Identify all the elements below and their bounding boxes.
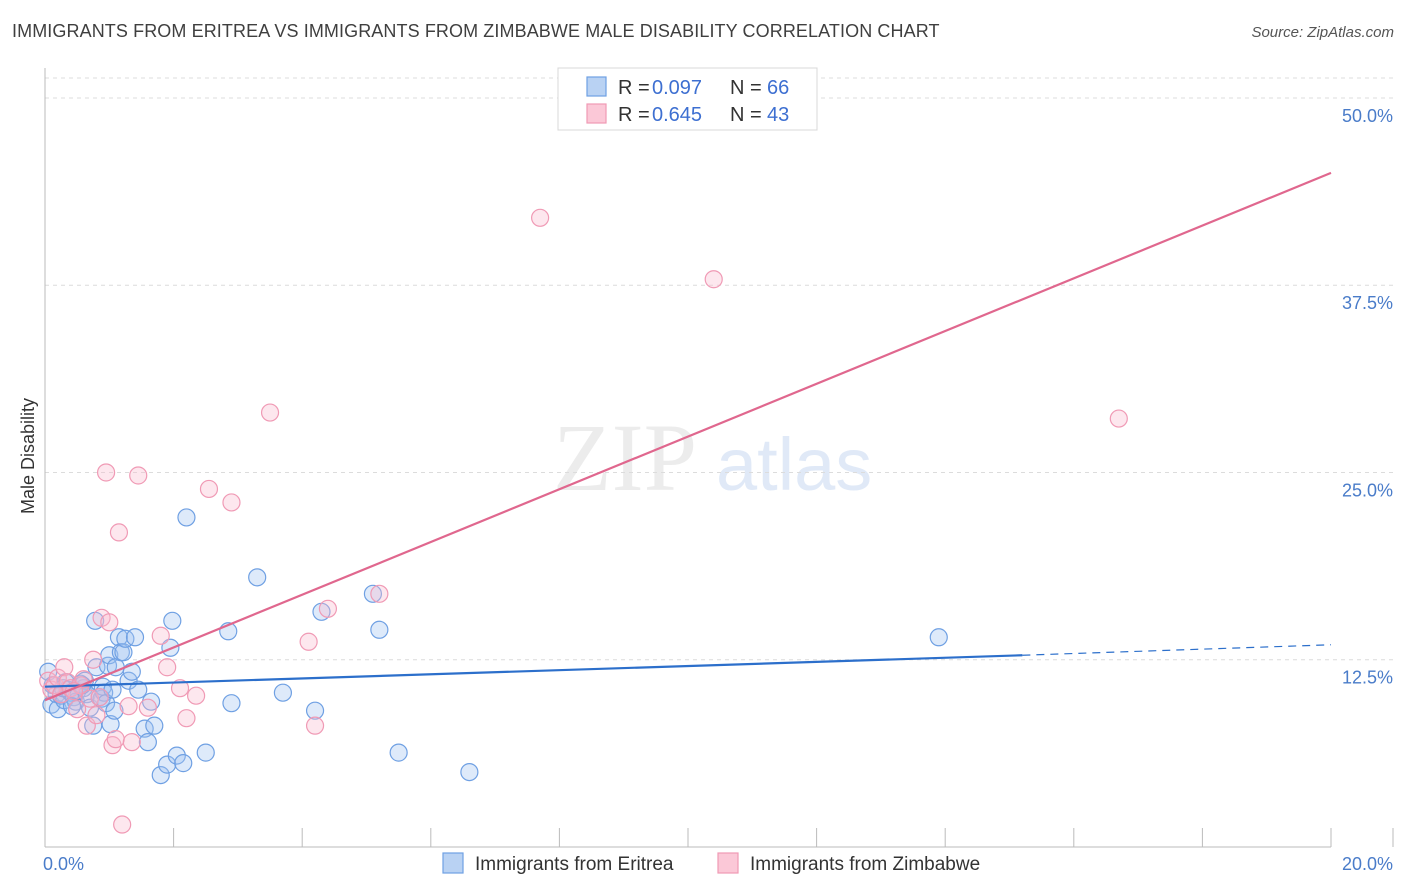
y-tick-label: 50.0% — [1342, 106, 1393, 126]
data-point — [187, 686, 206, 705]
data-point — [704, 270, 723, 289]
data-point — [68, 700, 87, 719]
data-point — [116, 629, 135, 648]
data-point — [370, 620, 389, 639]
x-tick-label: 20.0% — [1342, 854, 1393, 874]
bottom-legend-swatch-eritrea — [442, 852, 464, 874]
y-tick-label: 12.5% — [1342, 668, 1393, 688]
legend-r-value-zimbabwe: 0.645 — [652, 104, 702, 126]
data-point — [129, 466, 148, 485]
legend-swatch-zimbabwe — [586, 103, 607, 124]
data-point — [129, 680, 148, 699]
data-point — [167, 746, 186, 765]
data-point — [48, 700, 67, 719]
bottom-legend-label-eritrea: Immigrants from Eritrea — [475, 854, 674, 875]
data-point — [305, 716, 325, 735]
data-point — [318, 599, 338, 618]
data-point — [929, 628, 948, 647]
data-point — [100, 613, 119, 632]
series-zimbabwe — [39, 208, 1128, 834]
data-point — [87, 706, 106, 725]
trend-line-extension-0 — [1022, 644, 1332, 656]
data-point — [109, 523, 129, 542]
data-point — [151, 765, 170, 785]
data-point — [305, 701, 325, 720]
grid-lines — [45, 77, 1393, 661]
data-point — [1109, 409, 1128, 428]
data-point — [113, 815, 132, 834]
x-tick-label: 0.0% — [43, 854, 84, 874]
trend-line-0 — [44, 654, 1023, 688]
data-point — [248, 568, 267, 587]
legend-r-value-eritrea: 0.097 — [652, 77, 702, 99]
legend-r-label-eritrea: R = — [618, 77, 650, 99]
data-point — [174, 754, 193, 773]
data-point — [55, 658, 74, 677]
data-point — [273, 683, 293, 702]
data-point — [363, 584, 383, 603]
data-point — [177, 709, 196, 728]
data-point — [109, 628, 129, 647]
chart-title: IMMIGRANTS FROM ERITREA VS IMMIGRANTS FR… — [12, 21, 940, 41]
trend-line-1 — [44, 171, 1332, 702]
watermark-zip: ZIP — [553, 404, 697, 511]
data-point — [84, 650, 103, 669]
stats-legend: R = 0.097 N = 66 R = 0.645 N = 43 — [557, 67, 818, 131]
legend-n-label-zimbabwe: N = — [730, 104, 762, 126]
data-point — [145, 716, 164, 735]
data-point — [222, 694, 241, 713]
watermark-atlas: atlas — [716, 423, 872, 506]
data-point — [138, 698, 157, 717]
data-point — [106, 730, 125, 749]
trend-lines — [44, 171, 1332, 702]
data-point — [151, 626, 170, 645]
data-point — [114, 643, 133, 662]
data-point — [199, 479, 219, 499]
legend-swatch-eritrea — [586, 76, 607, 97]
data-point — [222, 493, 241, 512]
data-point — [163, 611, 182, 630]
data-point — [96, 463, 116, 482]
data-point — [299, 632, 318, 651]
bottom-legend-swatch-zimbabwe — [717, 852, 739, 874]
watermark: ZIP atlas — [553, 404, 872, 511]
data-point — [138, 733, 157, 752]
data-point — [105, 701, 124, 720]
legend-r-label-zimbabwe: R = — [618, 104, 650, 126]
x-tick-labels: 0.0% 20.0% — [43, 854, 1393, 874]
legend-n-label-eritrea: N = — [730, 77, 762, 99]
data-point — [158, 658, 177, 677]
data-point — [531, 208, 550, 227]
data-point — [80, 689, 100, 708]
data-point — [260, 403, 280, 422]
y-tick-label: 37.5% — [1342, 293, 1393, 313]
legend-n-value-zimbabwe: 43 — [767, 104, 789, 126]
data-point — [196, 743, 215, 762]
chart-source: Source: ZipAtlas.com — [1251, 24, 1394, 41]
series-points — [39, 208, 1128, 834]
data-point — [125, 628, 145, 647]
bottom-legend-label-zimbabwe: Immigrants from Zimbabwe — [750, 854, 980, 875]
data-point — [90, 688, 109, 707]
data-point — [122, 733, 141, 752]
data-point — [119, 697, 138, 716]
data-point — [177, 508, 196, 527]
x-tick-marks — [44, 828, 1394, 847]
data-point — [370, 584, 389, 603]
data-point — [389, 743, 408, 762]
y-axis-label: Male Disability — [18, 398, 38, 514]
data-point — [62, 697, 82, 716]
series-legend: Immigrants from Eritrea Immigrants from … — [442, 852, 980, 875]
y-tick-label: 25.0% — [1342, 480, 1393, 500]
y-tick-labels: 12.5% 25.0% 37.5% 50.0% — [1342, 106, 1393, 688]
data-point — [460, 762, 479, 782]
legend-n-value-eritrea: 66 — [767, 77, 789, 99]
data-point — [170, 679, 190, 698]
